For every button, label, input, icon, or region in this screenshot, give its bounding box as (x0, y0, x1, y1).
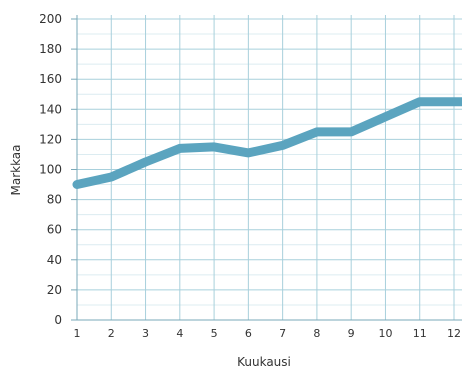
x-tick-label: 2 (108, 327, 115, 340)
y-tick-label: 180 (39, 42, 62, 56)
y-tick-label: 100 (39, 163, 62, 177)
y-tick-label: 80 (47, 193, 62, 207)
y-tick-label: 120 (39, 132, 62, 146)
x-tick-label: 11 (413, 327, 427, 340)
y-tick-label: 200 (39, 12, 62, 26)
x-tick-label: 5 (211, 327, 218, 340)
y-axis-title: Markkaa (9, 144, 23, 195)
x-tick-label: 6 (245, 327, 252, 340)
y-tick-label: 60 (47, 223, 62, 237)
y-tick-label: 20 (47, 283, 62, 297)
grid (76, 15, 462, 321)
x-tick-label: 1 (74, 327, 81, 340)
x-tick-label: 7 (279, 327, 286, 340)
x-tick-label: 3 (142, 327, 149, 340)
y-tick-label: 0 (54, 313, 62, 327)
x-tick-label: 8 (313, 327, 320, 340)
x-axis-title: Kuukausi (237, 355, 291, 368)
x-tick-label: 9 (348, 327, 355, 340)
x-tick-label: 4 (176, 327, 183, 340)
x-tick-label: 12 (447, 327, 461, 340)
y-tick-label: 40 (47, 253, 62, 267)
y-tick-label: 160 (39, 72, 62, 86)
series-line-0 (72, 97, 462, 189)
x-tick-label: 10 (378, 327, 392, 340)
axes (71, 15, 462, 321)
y-tick-label: 140 (39, 102, 62, 116)
series-lines (72, 97, 462, 189)
